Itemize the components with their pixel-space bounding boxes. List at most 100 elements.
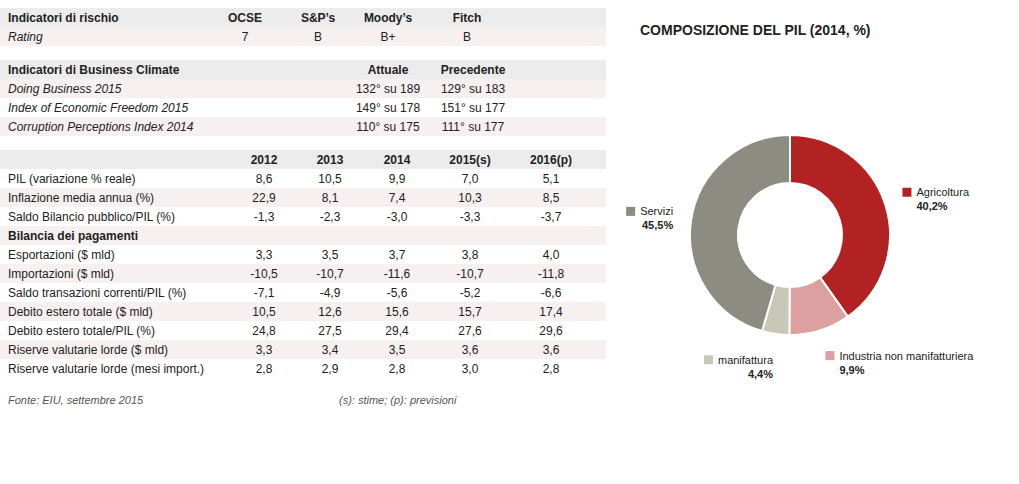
cell: 8,6 <box>256 172 273 186</box>
row-label: Rating <box>8 30 43 44</box>
legend-swatch <box>825 351 834 360</box>
row-label: Index of Economic Freedom 2015 <box>8 101 188 115</box>
macro-table: 2012201320142015(s)2016(p)PIL (variazion… <box>0 150 606 406</box>
cell: 5,1 <box>543 172 560 186</box>
cell: -4,9 <box>320 286 341 300</box>
header-row <box>0 8 606 27</box>
row-label: Bilancia dei pagamenti <box>8 229 138 243</box>
row-label: Corruption Perceptions Index 2014 <box>8 120 194 134</box>
cell: 7 <box>242 30 249 44</box>
background <box>0 0 1019 484</box>
cell: 7,4 <box>389 191 406 205</box>
column-header: 2012 <box>251 153 278 167</box>
cell: 111° su 177 <box>442 120 505 134</box>
cell: -7,1 <box>254 286 275 300</box>
slice-label: Agricoltura40,2% <box>902 186 969 212</box>
column-header: S&P’s <box>301 11 336 25</box>
column-header: 2014 <box>384 153 411 167</box>
row-background <box>0 340 606 359</box>
cell: 3,8 <box>462 248 479 262</box>
footnote: (s): stime; (p): previsioni <box>339 394 457 406</box>
cell: B+ <box>380 30 395 44</box>
cell: 3,3 <box>256 248 273 262</box>
row-label: Importazioni ($ mld) <box>8 267 114 281</box>
row-background <box>0 169 606 188</box>
cell: 17,4 <box>539 305 563 319</box>
cell: 10,5 <box>252 305 276 319</box>
column-header: Moody’s <box>364 11 413 25</box>
cell: -3,7 <box>541 210 562 224</box>
cell: 3,6 <box>462 343 479 357</box>
slices <box>690 135 890 335</box>
footnote: Fonte: EIU, settembre 2015 <box>8 394 144 406</box>
cell: -11,8 <box>538 267 565 281</box>
donut-chart: COMPOSIZIONE DEL PIL (2014, %) Agricoltur… <box>626 22 974 380</box>
row-label: PIL (variazione % reale) <box>8 172 136 186</box>
donut-slice <box>690 135 790 331</box>
cell: 9,9 <box>389 172 406 186</box>
cell: 3,5 <box>322 248 339 262</box>
cell: 24,8 <box>252 324 276 338</box>
cell: 10,3 <box>458 191 482 205</box>
cell: 2,8 <box>256 362 273 376</box>
cell: 3,3 <box>256 343 273 357</box>
column-header: OCSE <box>228 11 262 25</box>
cell: 29,4 <box>385 324 409 338</box>
cell: 22,9 <box>252 191 276 205</box>
slice-value: 40,2% <box>916 200 947 212</box>
chart-title: COMPOSIZIONE DEL PIL (2014, %) <box>640 22 871 38</box>
cell: 110° su 175 <box>356 120 420 134</box>
column-header: Indicatori di rischio <box>8 11 119 25</box>
slice-name: manifattura <box>718 354 774 366</box>
slice-name: Industria non manifatturiera <box>839 350 974 362</box>
cell: 132° su 189 <box>356 82 421 96</box>
cell: 15,7 <box>458 305 482 319</box>
cell: 15,6 <box>385 305 409 319</box>
row-background <box>0 27 606 46</box>
column-header: 2013 <box>317 153 344 167</box>
column-header: Fitch <box>453 11 482 25</box>
slice-label: manifattura4,4% <box>704 354 774 380</box>
cell: 2,9 <box>322 362 339 376</box>
row-background <box>0 245 606 264</box>
row-background <box>0 359 606 378</box>
cell: -11,6 <box>384 267 411 281</box>
cell: -10,5 <box>250 267 278 281</box>
row-background <box>0 264 606 283</box>
cell: 4,0 <box>543 248 560 262</box>
row-background <box>0 226 606 245</box>
cell: 29,6 <box>539 324 563 338</box>
header-row <box>0 60 606 79</box>
row-background <box>0 283 606 302</box>
cell: B <box>463 30 471 44</box>
row-label: Esportazioni ($ mld) <box>8 248 115 262</box>
row-background <box>0 321 606 340</box>
cell: -10,7 <box>316 267 344 281</box>
cell: 2,8 <box>543 362 560 376</box>
cell: 7,0 <box>462 172 479 186</box>
business-climate-table: Indicatori di Business ClimateAttualePre… <box>0 60 606 136</box>
row-background <box>0 98 606 117</box>
cell: -5,2 <box>460 286 481 300</box>
column-header: Attuale <box>368 63 409 77</box>
cell: 3,7 <box>389 248 406 262</box>
cell: 3,6 <box>543 343 560 357</box>
cell: -6,6 <box>541 286 562 300</box>
cell: 149° su 178 <box>356 101 421 115</box>
slice-name: Servizi <box>640 205 673 217</box>
row-background <box>0 302 606 321</box>
cell: 129° su 183 <box>441 82 506 96</box>
column-header: 2016(p) <box>530 153 572 167</box>
column-header: Precedente <box>441 63 506 77</box>
slice-value: 45,5% <box>642 219 673 231</box>
page: Indicatori di rischio OCSE S&P’s Moody’s Fit… <box>0 0 1019 484</box>
cell: -3,3 <box>460 210 481 224</box>
row-label: Debito estero totale/PIL (%) <box>8 324 155 338</box>
row-label: Inflazione media annua (%) <box>8 191 154 205</box>
risk-table: Indicatori di rischio OCSE S&P’s Moody’s Fit… <box>0 8 606 46</box>
legend-swatch <box>902 188 911 197</box>
slice-label: Industria non manifatturiera9,9% <box>825 350 974 376</box>
row-background <box>0 188 606 207</box>
cell: 8,5 <box>543 191 560 205</box>
row-label: Doing Business 2015 <box>8 82 122 96</box>
